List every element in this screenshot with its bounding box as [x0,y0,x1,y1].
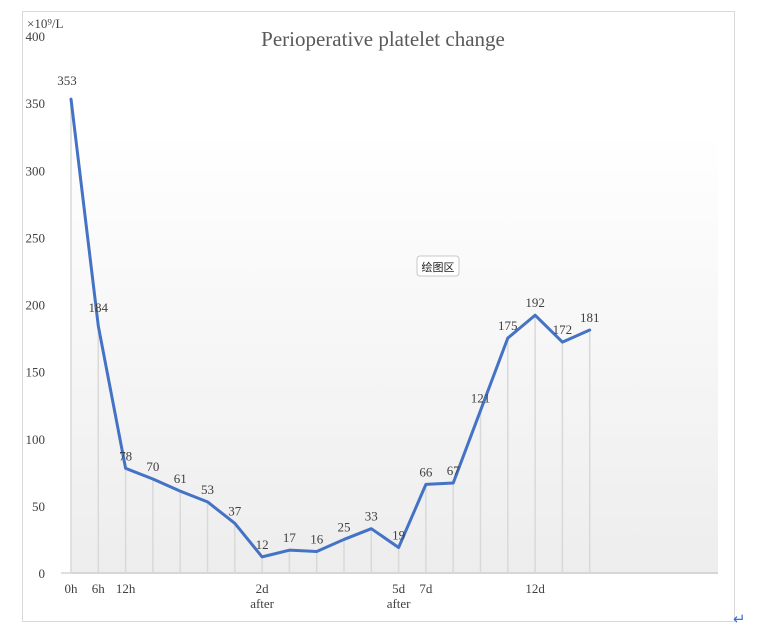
data-label: 17 [283,530,297,545]
x-tick-label-line2: after [387,596,411,611]
x-tick-label: 2d [256,581,270,596]
x-tick-label: 12h [116,581,136,596]
data-label: 67 [447,463,461,478]
y-tick-label: 50 [32,499,45,514]
x-tick-label: 12d [525,581,545,596]
y-tick-label: 350 [26,96,46,111]
data-label: 184 [89,300,109,315]
y-axis-unit-label: ×10⁹/L [27,16,63,31]
x-tick-label: 0h [65,581,79,596]
data-label: 33 [365,509,378,524]
y-tick-label: 100 [26,432,46,447]
y-tick-label: 150 [26,365,46,380]
data-label: 25 [338,519,351,534]
plot-area-background [71,132,718,574]
plot-area-tooltip: 绘图区 [416,255,460,277]
data-label: 16 [310,532,324,547]
x-tick-label-line2: after [250,596,274,611]
y-tick-label: 300 [26,163,46,178]
y-tick-label: 200 [26,298,46,313]
data-label: 19 [392,527,405,542]
chart-title: Perioperative platelet change [261,27,505,51]
data-label: 12 [256,537,269,552]
y-tick-label: 400 [26,29,46,44]
data-label: 78 [119,448,132,463]
paragraph-return-icon: ↵ [733,610,746,628]
data-label: 37 [228,503,242,518]
x-tick-label: 5d [392,581,406,596]
data-label: 66 [419,464,433,479]
data-label: 61 [174,471,187,486]
y-tick-label: 250 [26,230,46,245]
data-label: 192 [525,295,545,310]
y-tick-label: 0 [39,566,46,581]
platelet-series-line [69,97,592,559]
data-label: 175 [498,318,518,333]
data-label: 121 [471,391,491,406]
data-label: 172 [553,322,573,337]
data-label: 181 [580,310,600,325]
data-label: 353 [57,73,77,88]
data-label: 53 [201,482,214,497]
tooltip-box [416,255,460,277]
tooltip-label: 绘图区 [422,260,455,274]
chart-frame: Perioperative platelet change ×10⁹/L 0 50… [22,11,735,622]
platelet-line-chart: Perioperative platelet change ×10⁹/L 0 50… [26,16,718,611]
x-tick-label: 7d [419,581,433,596]
x-tick-label: 6h [92,581,106,596]
data-label: 70 [146,459,159,474]
